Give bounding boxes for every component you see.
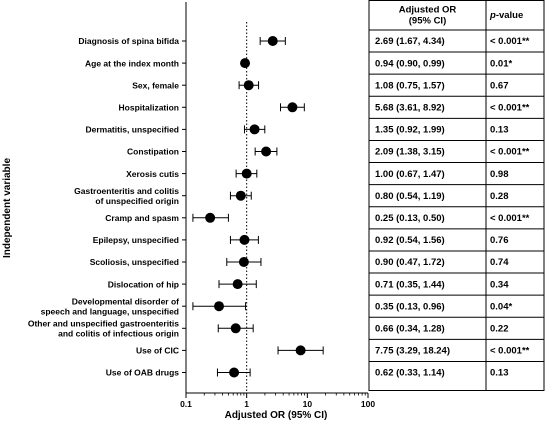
p-value-cell: 0.13 xyxy=(490,368,509,379)
or-ci-cell: 2.69 (1.67, 4.34) xyxy=(375,36,445,47)
variable-label: Scoliosis, unspecified xyxy=(90,257,179,267)
or-point xyxy=(230,323,241,334)
variable-label: Cramp and spasm xyxy=(105,213,179,223)
or-ci-cell: 0.80 (0.54, 1.19) xyxy=(375,191,445,202)
or-ci-cell: 0.71 (0.35, 1.44) xyxy=(375,279,445,290)
or-point xyxy=(229,367,240,378)
x-tick-label: 100 xyxy=(361,399,375,409)
or-point xyxy=(249,124,260,135)
p-value-cell: < 0.001** xyxy=(490,36,530,47)
p-value-cell: 0.22 xyxy=(490,324,509,335)
y-axis-title: Independent variable xyxy=(2,158,13,258)
table-header-p: p-value xyxy=(489,10,523,21)
or-point xyxy=(267,36,278,46)
or-point xyxy=(232,279,243,290)
or-point xyxy=(287,102,298,113)
variable-labels: Diagnosis of spina bifida Age at the inde… xyxy=(28,36,180,378)
or-point xyxy=(240,58,251,69)
variable-label: Hospitalization xyxy=(119,103,179,113)
variable-label: Other and unspecified gastroenteritis and… xyxy=(28,319,179,339)
variable-label: Use of CIC xyxy=(136,346,179,356)
or-ci-cell: 1.08 (0.75, 1.57) xyxy=(375,80,445,91)
p-value-cell: < 0.001** xyxy=(490,213,530,224)
x-axis-title: Adjusted OR (95% CI) xyxy=(225,410,328,421)
p-value-cell: 0.98 xyxy=(490,169,509,180)
or-point xyxy=(239,234,250,245)
p-value-cell: 0.34 xyxy=(490,279,509,290)
or-ci-cell: 0.90 (0.47, 1.72) xyxy=(375,257,445,268)
variable-label: Use of OAB drugs xyxy=(106,368,179,378)
or-point xyxy=(241,168,252,179)
or-point xyxy=(295,345,306,356)
or-point xyxy=(205,212,216,223)
or-ci-cell: 1.35 (0.92, 1.99) xyxy=(375,125,445,136)
p-value-cell: < 0.001** xyxy=(490,346,530,357)
variable-label: Constipation xyxy=(127,147,179,157)
or-point xyxy=(235,190,246,201)
or-ci-cell: 2.09 (1.38, 3.15) xyxy=(375,147,445,158)
or-point xyxy=(214,301,225,312)
p-value-cell: 0.74 xyxy=(490,257,509,268)
variable-label: Xerosis cutis xyxy=(126,169,179,179)
variable-label: Developmental disorder of speech and lang… xyxy=(41,296,180,316)
or-point xyxy=(238,257,249,267)
or-ci-cell: 0.25 (0.13, 0.50) xyxy=(375,213,445,224)
variable-label: Sex, female xyxy=(132,80,179,90)
plot-area xyxy=(192,22,324,393)
or-ci-cell: 7.75 (3.29, 18.24) xyxy=(375,346,450,357)
or-ci-cell: 0.62 (0.33, 1.14) xyxy=(375,368,445,379)
or-point xyxy=(243,80,254,91)
results-table: 2.69 (1.67, 4.34) < 0.001** 0.94 (0.90, 0.… xyxy=(368,0,545,391)
variable-label: Dislocation of hip xyxy=(108,279,179,289)
p-value-cell: < 0.001** xyxy=(490,147,530,158)
x-tick-label: 10 xyxy=(303,399,313,409)
or-ci-cell: 5.68 (3.61, 8.92) xyxy=(375,103,445,114)
p-value-cell: 0.13 xyxy=(490,125,509,136)
x-tick-label: 1 xyxy=(244,399,249,409)
variable-label: Age at the index month xyxy=(85,58,179,68)
variable-label: Gastroenteritis and colitis of unspecifie… xyxy=(74,186,179,206)
or-ci-cell: 0.94 (0.90, 0.99) xyxy=(375,58,445,69)
or-ci-cell: 1.00 (0.67, 1.47) xyxy=(375,169,445,180)
table-border xyxy=(368,0,545,391)
p-value-cell: < 0.001** xyxy=(490,103,530,114)
x-tick-label: 0.1 xyxy=(180,399,192,409)
p-value-cell: 0.28 xyxy=(490,191,509,202)
table-header-or: Adjusted OR (95% CI) xyxy=(399,5,457,27)
x-axis: 0.1 1 10 100 xyxy=(180,2,375,409)
or-point xyxy=(261,146,272,157)
p-value-cell: 0.01* xyxy=(490,58,512,69)
p-value-cell: 0.76 xyxy=(490,235,509,246)
variable-label: Diagnosis of spina bifida xyxy=(78,36,179,46)
variable-label: Dermatitis, unspecified xyxy=(85,125,179,135)
or-ci-cell: 0.35 (0.13, 0.96) xyxy=(375,301,445,312)
or-ci-cell: 0.92 (0.54, 1.56) xyxy=(375,235,445,246)
or-ci-cell: 0.66 (0.34, 1.28) xyxy=(375,324,445,335)
variable-label: Epilepsy, unspecified xyxy=(93,235,179,245)
p-value-cell: 0.67 xyxy=(490,80,509,91)
p-value-cell: 0.04* xyxy=(490,301,512,312)
